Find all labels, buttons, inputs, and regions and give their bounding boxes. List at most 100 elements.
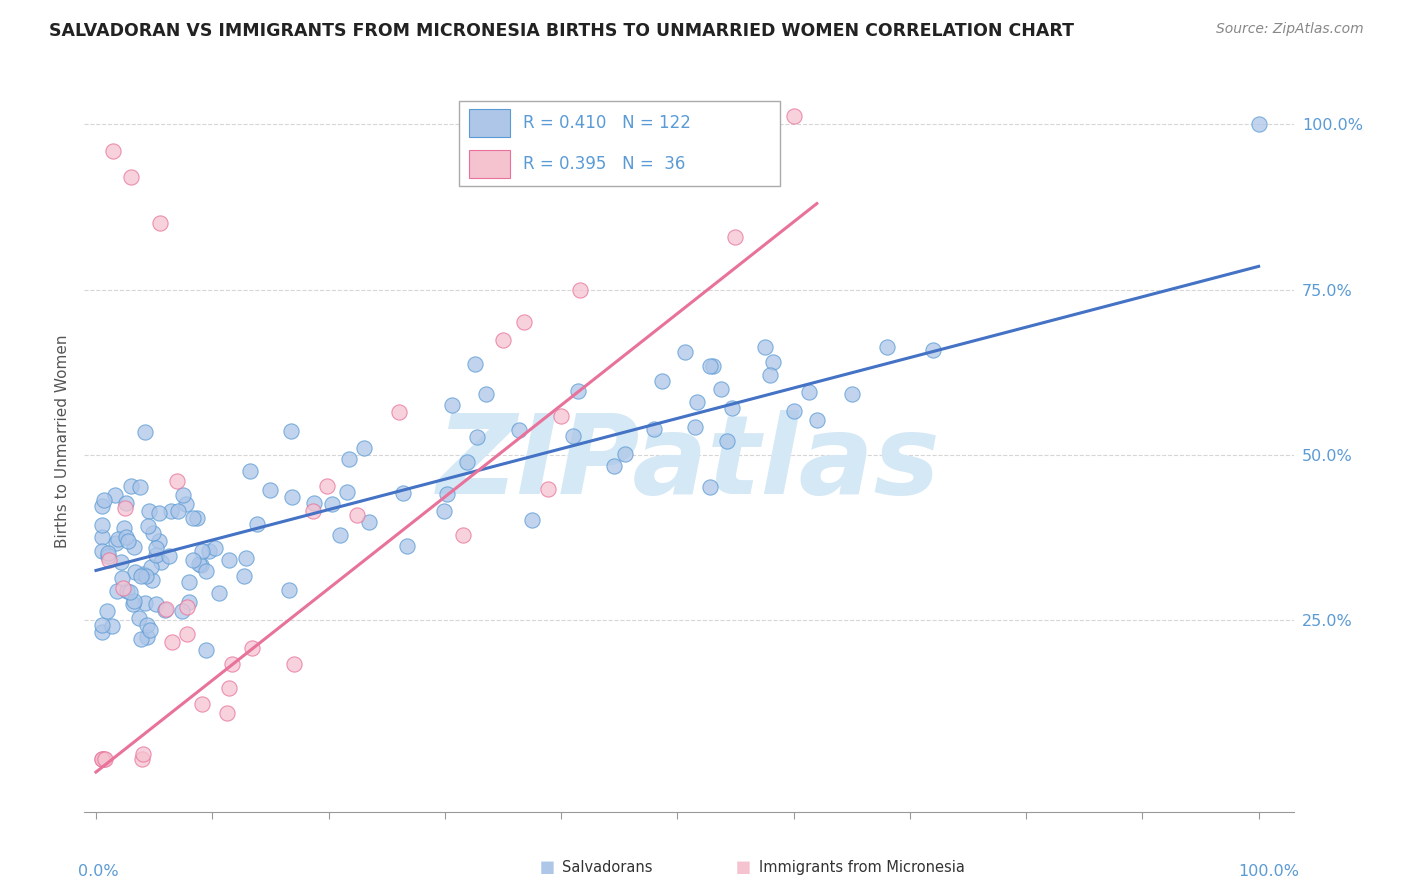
Point bbox=[277, 582, 299, 597]
Point bbox=[90, 625, 112, 640]
Point bbox=[508, 423, 530, 437]
Point bbox=[145, 548, 167, 562]
Point bbox=[93, 752, 115, 766]
Point bbox=[132, 567, 155, 582]
Point bbox=[115, 530, 138, 544]
Point bbox=[799, 385, 821, 400]
Point bbox=[120, 479, 142, 493]
Point bbox=[246, 517, 269, 532]
Point bbox=[93, 493, 115, 508]
Point bbox=[235, 551, 257, 566]
Point bbox=[115, 496, 138, 510]
Point bbox=[141, 573, 163, 587]
Point bbox=[651, 375, 673, 389]
Point bbox=[392, 486, 415, 500]
Point bbox=[221, 657, 243, 671]
Point bbox=[188, 557, 211, 571]
Point bbox=[191, 697, 214, 711]
Point bbox=[112, 521, 135, 535]
Point bbox=[111, 581, 134, 595]
Point bbox=[683, 419, 706, 434]
Point bbox=[762, 355, 785, 369]
Point bbox=[259, 483, 281, 497]
Point bbox=[181, 553, 204, 567]
Point bbox=[128, 480, 150, 494]
Point bbox=[136, 518, 159, 533]
Point bbox=[120, 170, 142, 185]
Point bbox=[135, 568, 157, 582]
Point bbox=[242, 640, 264, 655]
Point bbox=[122, 540, 145, 554]
Point bbox=[111, 572, 134, 586]
Point bbox=[186, 511, 208, 525]
Point bbox=[699, 480, 721, 494]
Text: ▪: ▪ bbox=[538, 855, 555, 879]
Point bbox=[238, 464, 260, 478]
Point bbox=[512, 315, 534, 329]
Point bbox=[550, 409, 572, 424]
Point bbox=[114, 500, 136, 515]
Point bbox=[191, 543, 214, 558]
Point bbox=[806, 413, 828, 427]
Point bbox=[139, 624, 162, 638]
Point bbox=[110, 555, 132, 569]
Text: Salvadorans: Salvadorans bbox=[562, 860, 652, 874]
Point bbox=[475, 387, 498, 401]
Point bbox=[754, 340, 776, 354]
Point bbox=[567, 384, 589, 398]
Point bbox=[107, 532, 129, 546]
Point bbox=[233, 569, 256, 583]
Point bbox=[134, 425, 156, 439]
Point bbox=[90, 499, 112, 513]
Point bbox=[302, 504, 325, 518]
Point bbox=[174, 497, 197, 511]
Point bbox=[218, 681, 240, 695]
Point bbox=[101, 619, 124, 633]
Point bbox=[117, 533, 139, 548]
Point bbox=[105, 584, 128, 599]
Point bbox=[148, 534, 170, 549]
Point bbox=[388, 405, 411, 419]
Point bbox=[441, 398, 464, 412]
Point bbox=[128, 610, 150, 624]
Point bbox=[91, 530, 114, 544]
Point bbox=[96, 604, 118, 618]
Point bbox=[93, 752, 115, 766]
Point bbox=[155, 602, 177, 616]
Text: Immigrants from Micronesia: Immigrants from Micronesia bbox=[759, 860, 965, 874]
Point bbox=[120, 585, 142, 599]
Point bbox=[198, 543, 221, 558]
Point bbox=[90, 752, 112, 766]
Point bbox=[782, 404, 804, 418]
Point bbox=[204, 541, 226, 556]
Point bbox=[492, 333, 515, 347]
Point bbox=[124, 566, 146, 580]
Point bbox=[302, 496, 325, 510]
Point bbox=[195, 643, 218, 657]
Point bbox=[561, 428, 583, 442]
Point bbox=[145, 597, 167, 611]
Point bbox=[537, 483, 560, 497]
Point bbox=[520, 513, 543, 527]
Point bbox=[103, 144, 125, 158]
Point bbox=[90, 752, 112, 766]
Point bbox=[157, 549, 180, 563]
Point bbox=[464, 357, 486, 371]
Point bbox=[190, 558, 212, 572]
Point bbox=[166, 474, 188, 488]
Point bbox=[181, 511, 204, 525]
Point bbox=[104, 535, 127, 549]
Point bbox=[336, 485, 359, 500]
Point bbox=[315, 478, 337, 492]
Point bbox=[91, 544, 114, 558]
Point bbox=[451, 527, 474, 541]
Point bbox=[97, 549, 120, 564]
Point bbox=[148, 506, 170, 520]
Point bbox=[97, 546, 120, 560]
Point bbox=[465, 430, 488, 444]
Point bbox=[922, 343, 945, 357]
Point bbox=[115, 583, 138, 598]
Point bbox=[149, 555, 172, 569]
Point bbox=[131, 752, 153, 766]
Point bbox=[569, 283, 592, 297]
